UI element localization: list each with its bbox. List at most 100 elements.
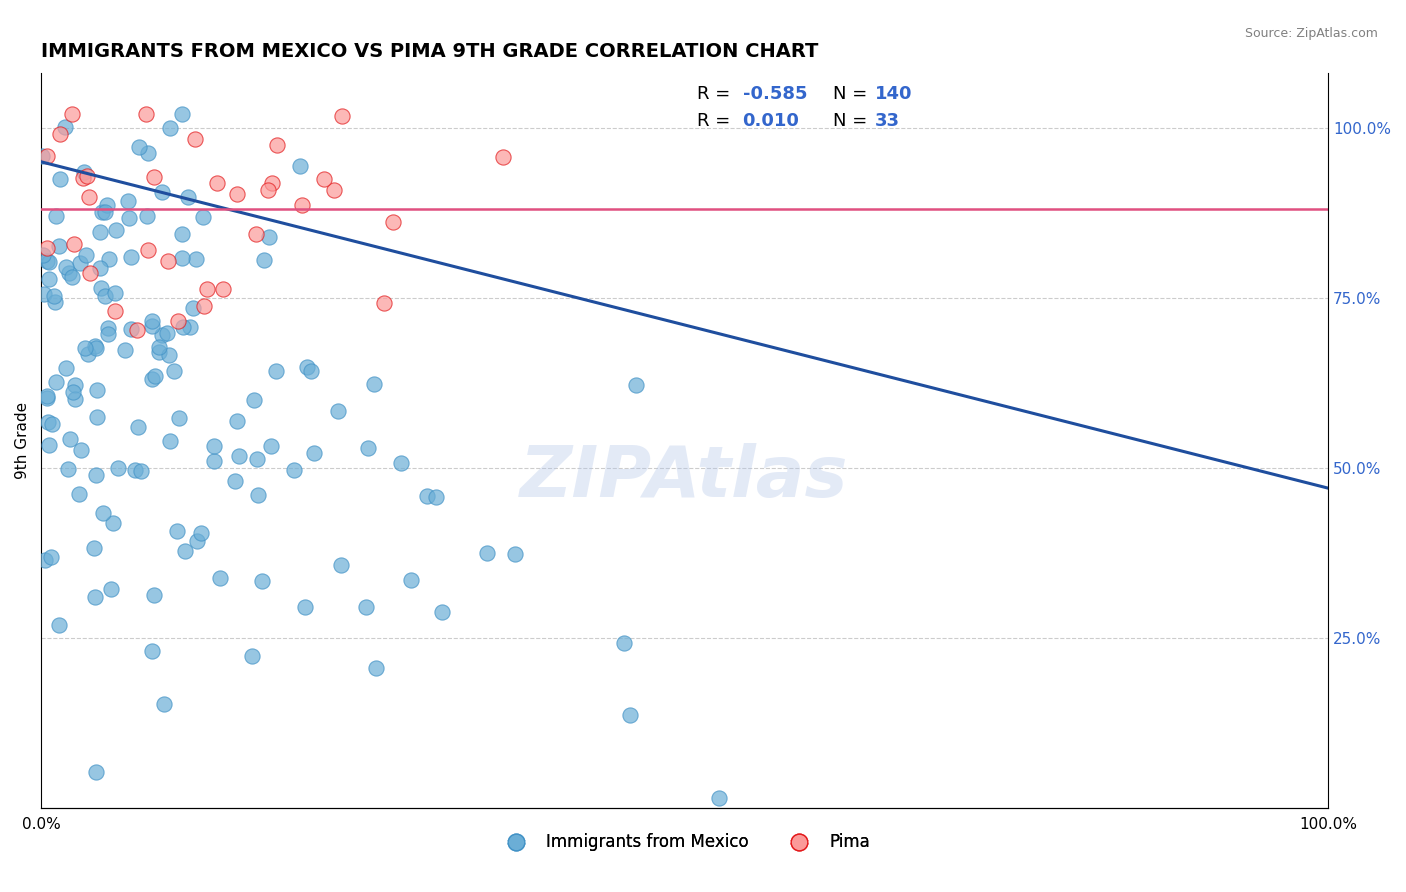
Pima: [212, 283, 235, 297]
Immigrants from Mexico: [159, 120, 181, 135]
Immigrants from Mexico: [34, 553, 56, 567]
Immigrants from Mexico: [120, 250, 142, 264]
Pima: [63, 237, 86, 252]
Immigrants from Mexico: [170, 107, 193, 121]
Pima: [266, 137, 288, 152]
Immigrants from Mexico: [143, 369, 166, 384]
Immigrants from Mexico: [86, 765, 108, 780]
Pima: [135, 107, 157, 121]
Immigrants from Mexico: [709, 791, 731, 805]
Immigrants from Mexico: [294, 600, 316, 615]
Immigrants from Mexico: [41, 550, 63, 565]
Text: N =: N =: [832, 85, 873, 103]
Immigrants from Mexico: [141, 314, 163, 328]
Immigrants from Mexico: [84, 590, 107, 604]
Immigrants from Mexico: [260, 439, 283, 453]
Immigrants from Mexico: [613, 636, 636, 650]
Immigrants from Mexico: [288, 159, 311, 173]
Immigrants from Mexico: [38, 438, 60, 452]
Pima: [492, 150, 515, 164]
Immigrants from Mexico: [60, 270, 83, 285]
Immigrants from Mexico: [150, 327, 173, 342]
Pima: [157, 254, 180, 268]
Immigrants from Mexico: [67, 486, 90, 500]
Text: R =: R =: [697, 112, 737, 130]
Immigrants from Mexico: [62, 385, 84, 400]
Pima: [193, 299, 215, 313]
Immigrants from Mexico: [37, 415, 59, 429]
Pima: [291, 198, 314, 212]
Immigrants from Mexico: [89, 225, 111, 239]
Immigrants from Mexico: [49, 172, 72, 186]
Immigrants from Mexico: [86, 467, 108, 482]
Immigrants from Mexico: [86, 384, 108, 398]
Immigrants from Mexico: [366, 661, 388, 675]
Pima: [60, 107, 83, 121]
Immigrants from Mexico: [167, 410, 190, 425]
Immigrants from Mexico: [246, 451, 269, 466]
Immigrants from Mexico: [226, 414, 249, 428]
Pima: [35, 149, 58, 163]
Pima: [184, 132, 207, 146]
Immigrants from Mexico: [98, 252, 121, 266]
Immigrants from Mexico: [69, 256, 91, 270]
Immigrants from Mexico: [83, 339, 105, 353]
Immigrants from Mexico: [170, 227, 193, 241]
Immigrants from Mexico: [124, 463, 146, 477]
Pima: [79, 266, 101, 280]
Immigrants from Mexico: [193, 211, 215, 225]
Immigrants from Mexico: [266, 364, 288, 378]
Immigrants from Mexico: [363, 377, 385, 392]
Immigrants from Mexico: [619, 707, 641, 722]
Immigrants from Mexico: [91, 506, 114, 520]
Pima: [104, 304, 127, 318]
Text: 0.010: 0.010: [742, 112, 800, 130]
Text: N =: N =: [832, 112, 873, 130]
Pima: [76, 169, 98, 183]
Immigrants from Mexico: [302, 446, 325, 460]
Immigrants from Mexico: [425, 491, 447, 505]
Immigrants from Mexico: [104, 223, 127, 237]
Immigrants from Mexico: [299, 364, 322, 378]
Immigrants from Mexico: [75, 248, 97, 262]
Pima: [245, 227, 267, 241]
Immigrants from Mexico: [430, 605, 453, 619]
Immigrants from Mexico: [117, 194, 139, 208]
Immigrants from Mexico: [38, 255, 60, 269]
Immigrants from Mexico: [202, 453, 225, 467]
Immigrants from Mexico: [84, 341, 107, 355]
Immigrants from Mexico: [34, 286, 56, 301]
Immigrants from Mexico: [97, 327, 120, 342]
Immigrants from Mexico: [179, 320, 201, 334]
Pima: [143, 170, 166, 185]
Immigrants from Mexico: [73, 164, 96, 178]
Immigrants from Mexico: [58, 266, 80, 280]
Immigrants from Mexico: [56, 462, 79, 476]
Immigrants from Mexico: [75, 341, 97, 355]
Immigrants from Mexico: [89, 261, 111, 276]
Immigrants from Mexico: [170, 252, 193, 266]
Immigrants from Mexico: [55, 260, 77, 274]
Immigrants from Mexico: [150, 185, 173, 199]
Immigrants from Mexico: [141, 372, 163, 386]
Immigrants from Mexico: [475, 546, 498, 560]
Text: -0.585: -0.585: [742, 85, 807, 103]
Immigrants from Mexico: [104, 286, 127, 301]
Immigrants from Mexico: [163, 364, 186, 378]
Immigrants from Mexico: [399, 574, 422, 588]
Immigrants from Mexico: [94, 288, 117, 302]
Immigrants from Mexico: [77, 347, 100, 361]
Immigrants from Mexico: [330, 558, 353, 573]
Immigrants from Mexico: [53, 120, 76, 134]
Immigrants from Mexico: [135, 209, 157, 223]
Immigrants from Mexico: [328, 404, 350, 418]
Immigrants from Mexico: [48, 239, 70, 253]
Pima: [257, 183, 280, 197]
Immigrants from Mexico: [94, 205, 117, 219]
Pima: [167, 314, 190, 328]
Immigrants from Mexico: [159, 434, 181, 449]
Immigrants from Mexico: [190, 526, 212, 541]
Immigrants from Mexico: [136, 145, 159, 160]
Legend: Immigrants from Mexico, Pima: Immigrants from Mexico, Pima: [494, 827, 876, 858]
Immigrants from Mexico: [202, 439, 225, 453]
